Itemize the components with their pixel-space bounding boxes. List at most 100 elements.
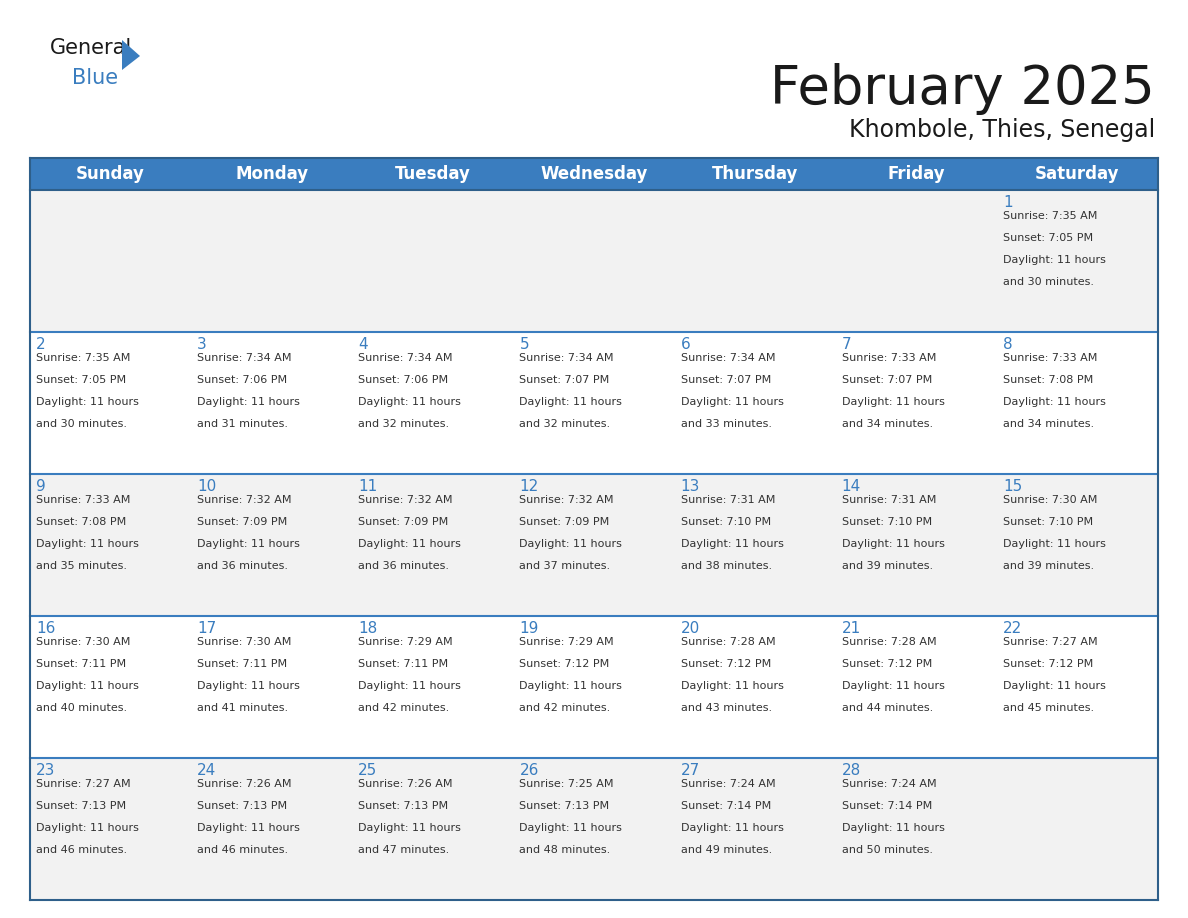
Text: 15: 15 bbox=[1003, 479, 1022, 494]
Text: and 32 minutes.: and 32 minutes. bbox=[519, 419, 611, 429]
Text: Sunrise: 7:29 AM: Sunrise: 7:29 AM bbox=[519, 637, 614, 647]
Text: 10: 10 bbox=[197, 479, 216, 494]
Text: Daylight: 11 hours: Daylight: 11 hours bbox=[36, 823, 139, 833]
Text: 19: 19 bbox=[519, 621, 539, 636]
Bar bbox=[513, 332, 675, 474]
Text: Daylight: 11 hours: Daylight: 11 hours bbox=[197, 681, 301, 691]
Bar bbox=[30, 758, 191, 900]
Text: Daylight: 11 hours: Daylight: 11 hours bbox=[519, 823, 623, 833]
Text: General: General bbox=[50, 38, 132, 58]
Text: Sunrise: 7:25 AM: Sunrise: 7:25 AM bbox=[519, 779, 614, 789]
Text: and 30 minutes.: and 30 minutes. bbox=[36, 419, 127, 429]
Bar bbox=[353, 332, 513, 474]
Text: Daylight: 11 hours: Daylight: 11 hours bbox=[1003, 397, 1106, 407]
Text: Sunset: 7:10 PM: Sunset: 7:10 PM bbox=[1003, 517, 1093, 527]
Text: Sunset: 7:12 PM: Sunset: 7:12 PM bbox=[842, 659, 931, 669]
Text: Daylight: 11 hours: Daylight: 11 hours bbox=[681, 539, 783, 549]
Text: Daylight: 11 hours: Daylight: 11 hours bbox=[359, 823, 461, 833]
Text: Sunrise: 7:27 AM: Sunrise: 7:27 AM bbox=[36, 779, 131, 789]
Text: Daylight: 11 hours: Daylight: 11 hours bbox=[519, 681, 623, 691]
Text: 11: 11 bbox=[359, 479, 378, 494]
Text: Wednesday: Wednesday bbox=[541, 165, 647, 183]
Bar bbox=[191, 190, 353, 332]
Bar bbox=[191, 616, 353, 758]
Text: Sunrise: 7:27 AM: Sunrise: 7:27 AM bbox=[1003, 637, 1098, 647]
Text: and 35 minutes.: and 35 minutes. bbox=[36, 561, 127, 571]
Text: 18: 18 bbox=[359, 621, 378, 636]
Text: Sunset: 7:11 PM: Sunset: 7:11 PM bbox=[36, 659, 126, 669]
Text: and 43 minutes.: and 43 minutes. bbox=[681, 703, 772, 713]
Text: and 40 minutes.: and 40 minutes. bbox=[36, 703, 127, 713]
Text: Friday: Friday bbox=[887, 165, 946, 183]
Text: Sunrise: 7:32 AM: Sunrise: 7:32 AM bbox=[359, 495, 453, 505]
Text: and 49 minutes.: and 49 minutes. bbox=[681, 845, 772, 855]
Bar bbox=[675, 616, 835, 758]
Text: Sunset: 7:12 PM: Sunset: 7:12 PM bbox=[681, 659, 771, 669]
Text: Daylight: 11 hours: Daylight: 11 hours bbox=[197, 397, 301, 407]
Text: Sunrise: 7:29 AM: Sunrise: 7:29 AM bbox=[359, 637, 453, 647]
Text: Sunset: 7:11 PM: Sunset: 7:11 PM bbox=[197, 659, 287, 669]
Text: Daylight: 11 hours: Daylight: 11 hours bbox=[681, 823, 783, 833]
Text: Sunset: 7:07 PM: Sunset: 7:07 PM bbox=[681, 375, 771, 385]
Text: and 46 minutes.: and 46 minutes. bbox=[197, 845, 289, 855]
Bar bbox=[30, 158, 191, 190]
Text: Sunset: 7:14 PM: Sunset: 7:14 PM bbox=[681, 801, 771, 811]
Text: 20: 20 bbox=[681, 621, 700, 636]
Text: 3: 3 bbox=[197, 337, 207, 352]
Text: 21: 21 bbox=[842, 621, 861, 636]
Text: Sunday: Sunday bbox=[76, 165, 145, 183]
Text: Sunrise: 7:34 AM: Sunrise: 7:34 AM bbox=[197, 353, 291, 363]
Text: Thursday: Thursday bbox=[712, 165, 798, 183]
Bar bbox=[513, 616, 675, 758]
Text: and 42 minutes.: and 42 minutes. bbox=[519, 703, 611, 713]
Text: and 50 minutes.: and 50 minutes. bbox=[842, 845, 933, 855]
Bar bbox=[353, 190, 513, 332]
Text: and 48 minutes.: and 48 minutes. bbox=[519, 845, 611, 855]
Text: Sunrise: 7:30 AM: Sunrise: 7:30 AM bbox=[36, 637, 131, 647]
Text: 7: 7 bbox=[842, 337, 852, 352]
Text: and 44 minutes.: and 44 minutes. bbox=[842, 703, 933, 713]
Text: Sunset: 7:08 PM: Sunset: 7:08 PM bbox=[36, 517, 126, 527]
Text: Daylight: 11 hours: Daylight: 11 hours bbox=[1003, 681, 1106, 691]
Text: and 36 minutes.: and 36 minutes. bbox=[197, 561, 289, 571]
Text: Sunrise: 7:33 AM: Sunrise: 7:33 AM bbox=[36, 495, 131, 505]
Bar bbox=[997, 616, 1158, 758]
Text: Sunrise: 7:32 AM: Sunrise: 7:32 AM bbox=[197, 495, 291, 505]
Text: Sunset: 7:13 PM: Sunset: 7:13 PM bbox=[359, 801, 448, 811]
Text: Daylight: 11 hours: Daylight: 11 hours bbox=[519, 539, 623, 549]
Text: Sunrise: 7:31 AM: Sunrise: 7:31 AM bbox=[842, 495, 936, 505]
Text: Monday: Monday bbox=[235, 165, 308, 183]
Bar bbox=[30, 332, 191, 474]
Text: Sunset: 7:13 PM: Sunset: 7:13 PM bbox=[519, 801, 609, 811]
Bar bbox=[835, 190, 997, 332]
Text: Sunrise: 7:33 AM: Sunrise: 7:33 AM bbox=[842, 353, 936, 363]
Bar bbox=[835, 158, 997, 190]
Bar bbox=[675, 190, 835, 332]
Text: 1: 1 bbox=[1003, 195, 1012, 210]
Text: Daylight: 11 hours: Daylight: 11 hours bbox=[1003, 539, 1106, 549]
Text: Sunrise: 7:34 AM: Sunrise: 7:34 AM bbox=[519, 353, 614, 363]
Text: Daylight: 11 hours: Daylight: 11 hours bbox=[36, 681, 139, 691]
Text: 22: 22 bbox=[1003, 621, 1022, 636]
Bar bbox=[30, 190, 191, 332]
Bar bbox=[353, 158, 513, 190]
Text: 27: 27 bbox=[681, 763, 700, 778]
Text: Sunset: 7:05 PM: Sunset: 7:05 PM bbox=[1003, 233, 1093, 243]
Text: Sunset: 7:06 PM: Sunset: 7:06 PM bbox=[359, 375, 448, 385]
Text: Sunrise: 7:31 AM: Sunrise: 7:31 AM bbox=[681, 495, 775, 505]
Text: and 39 minutes.: and 39 minutes. bbox=[842, 561, 933, 571]
Text: Sunset: 7:11 PM: Sunset: 7:11 PM bbox=[359, 659, 448, 669]
Bar bbox=[191, 474, 353, 616]
Text: 24: 24 bbox=[197, 763, 216, 778]
Text: Sunrise: 7:26 AM: Sunrise: 7:26 AM bbox=[197, 779, 291, 789]
Text: 28: 28 bbox=[842, 763, 861, 778]
Text: Blue: Blue bbox=[72, 68, 118, 88]
Text: 16: 16 bbox=[36, 621, 56, 636]
Text: and 34 minutes.: and 34 minutes. bbox=[1003, 419, 1094, 429]
Text: and 46 minutes.: and 46 minutes. bbox=[36, 845, 127, 855]
Text: Daylight: 11 hours: Daylight: 11 hours bbox=[36, 539, 139, 549]
Bar bbox=[675, 474, 835, 616]
Bar bbox=[353, 474, 513, 616]
Text: Daylight: 11 hours: Daylight: 11 hours bbox=[359, 397, 461, 407]
Text: Saturday: Saturday bbox=[1035, 165, 1119, 183]
